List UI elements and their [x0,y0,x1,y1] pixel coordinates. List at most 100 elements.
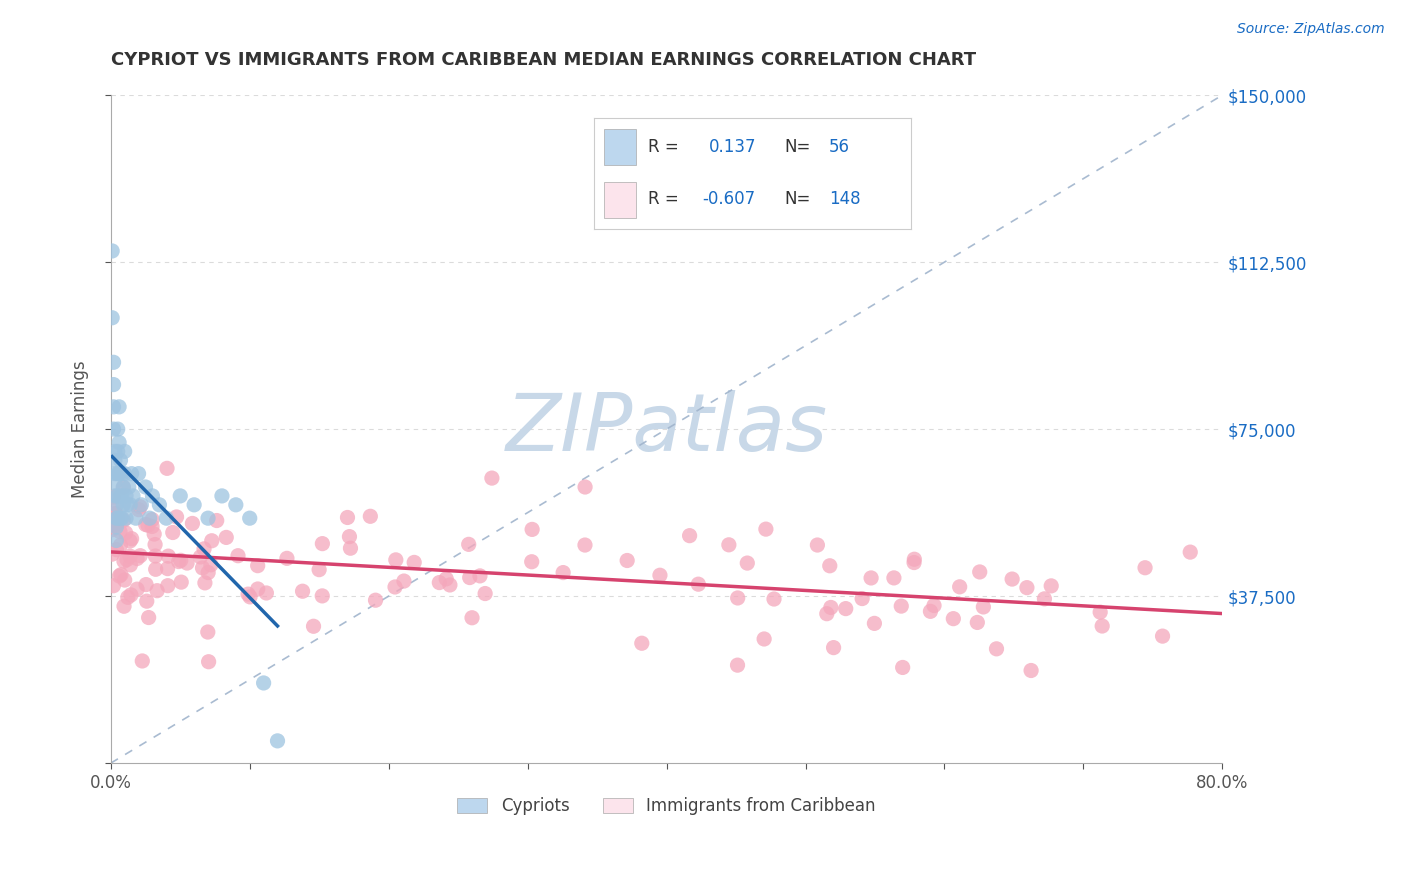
Point [891,660,914,674]
Point [112,480,135,494]
Point [103,377,125,392]
Point [101,518,124,533]
Point [1133,560,1156,574]
Point [103,490,125,504]
Point [114,444,136,458]
Point [616,553,638,567]
Point [755,522,778,536]
Point [115,511,138,525]
Point [553,566,575,580]
Point [101,518,124,533]
Point [359,509,381,524]
Point [112,554,135,568]
Point [110,453,132,467]
Point [108,435,131,450]
Point [942,612,965,626]
Point [903,552,925,566]
Point [128,467,150,481]
Point [920,604,942,618]
Point [1091,619,1114,633]
Text: CYPRIOT VS IMMIGRANTS FROM CARIBBEAN MEDIAN EARNINGS CORRELATION CHART: CYPRIOT VS IMMIGRANTS FROM CARIBBEAN MED… [111,51,976,69]
Point [111,467,134,481]
Point [156,579,179,593]
Point [903,556,925,570]
Point [103,400,125,414]
Point [155,511,177,525]
Point [860,571,883,585]
Point [197,511,219,525]
Point [104,453,127,467]
Point [183,498,205,512]
Point [121,467,143,481]
Point [105,517,128,532]
Point [239,590,262,604]
Point [225,498,247,512]
Point [127,551,149,566]
Point [972,599,994,614]
Point [404,556,426,570]
Point [107,489,129,503]
Point [678,529,700,543]
Point [103,355,125,369]
Point [122,489,145,503]
Point [806,538,828,552]
Point [922,599,945,613]
Point [574,480,596,494]
Point [520,523,543,537]
Point [385,553,408,567]
Point [120,498,142,512]
Point [115,552,138,566]
Point [648,568,671,582]
Point [112,599,135,614]
Point [143,537,166,551]
Point [111,511,134,525]
Point [135,577,157,591]
Point [194,575,217,590]
Point [474,586,496,600]
Point [630,636,652,650]
Point [108,467,131,481]
Point [114,467,136,481]
Legend: Cypriots, Immigrants from Caribbean: Cypriots, Immigrants from Caribbean [451,790,883,822]
Text: Source: ZipAtlas.com: Source: ZipAtlas.com [1237,22,1385,37]
Point [108,524,131,539]
Point [1088,605,1111,619]
Point [104,467,127,481]
Point [1040,579,1063,593]
Point [120,558,142,572]
Point [520,555,543,569]
Point [110,489,132,503]
Point [1015,581,1038,595]
Point [311,536,333,550]
Point [107,422,129,436]
Point [107,467,129,481]
Point [112,498,135,512]
Point [141,513,163,527]
Point [145,562,167,576]
Point [135,594,157,608]
Point [364,593,387,607]
Point [308,563,330,577]
Point [114,573,136,587]
Point [107,444,129,458]
Point [101,501,124,516]
Point [735,556,758,570]
Y-axis label: Median Earnings: Median Earnings [72,360,89,498]
Point [820,600,842,615]
Point [103,579,125,593]
Point [966,615,988,630]
Point [129,549,152,563]
Point [157,549,180,563]
Point [193,541,215,556]
Point [112,513,135,527]
Point [197,566,219,580]
Point [146,583,169,598]
Point [117,498,139,512]
Point [339,541,361,556]
Point [143,527,166,541]
Point [118,480,141,494]
Point [468,569,491,583]
Point [205,514,228,528]
Point [434,572,457,586]
Point [226,549,249,563]
